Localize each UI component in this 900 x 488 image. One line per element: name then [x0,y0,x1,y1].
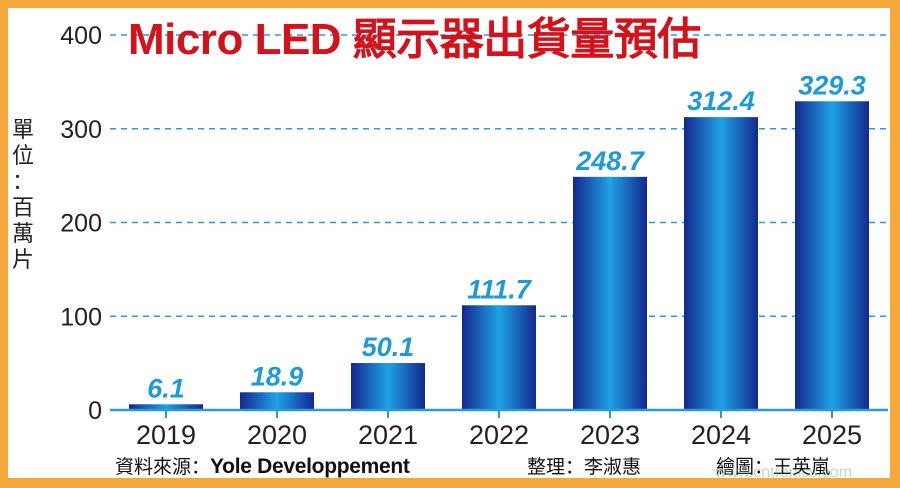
y-axis-unit-char: 位 [11,144,34,169]
y-tick-label: 0 [88,397,102,425]
y-axis-unit-char: 百 [11,196,34,221]
y-tick-label: 100 [60,303,102,331]
x-tick-label-2020: 2020 [247,420,307,450]
y-axis-unit-char: 片 [11,248,34,273]
y-axis-unit-char: 單 [11,118,34,143]
value-label-2021: 50.1 [362,332,415,362]
y-tick-label: 400 [60,22,102,50]
y-axis-unit-label: 單位：百萬片 [10,118,36,274]
source-name: Yole Developpement [210,455,410,478]
axis-layer [110,408,888,418]
x-tick-label-2023: 2023 [580,420,640,450]
bar-2021 [351,363,425,410]
bar-2024 [684,117,758,410]
y-axis-unit-char: ： [11,170,34,195]
bar-2023 [573,176,647,410]
value-label-2022: 111.7 [467,274,533,304]
bar-2025 [795,101,869,410]
source-label: 資料來源： [115,456,211,478]
artist-credit: 繪圖：王英嵐 [716,456,831,478]
label-layer: 0 100 200 300 400 6.1 2019 18.9 2020 50.1 2021 111.… [60,22,866,450]
y-tick-label: 300 [60,116,102,144]
value-label-2024: 312.4 [687,86,755,116]
y-axis-unit-char: 萬 [11,222,34,247]
bar-layer [129,101,869,410]
value-label-2023: 248.7 [575,146,646,176]
y-tick-label: 200 [60,210,102,238]
bar-2022 [462,305,536,410]
x-tick-label-2025: 2025 [802,420,862,450]
x-tick-label-2024: 2024 [691,420,751,450]
value-label-2025: 329.3 [798,70,866,100]
chart-title: Micro LED 顯示器出貨量預估 [128,15,701,64]
x-tick-label-2022: 2022 [469,420,529,450]
x-tick-label-2019: 2019 [136,420,196,450]
x-tick-label-2021: 2021 [358,420,418,450]
watermark: www.cntronics.com [715,464,852,481]
value-label-2020: 18.9 [251,361,304,391]
value-label-2019: 6.1 [147,373,185,403]
bar-2019 [129,404,203,410]
footer: 資料來源：Yole Developpement 整理：李淑惠 繪圖：王英嵐 [0,452,900,478]
bar-2020 [240,392,314,410]
source-credit: 資料來源：Yole Developpement [115,452,410,479]
editor-credit: 整理：李淑惠 [527,456,642,478]
